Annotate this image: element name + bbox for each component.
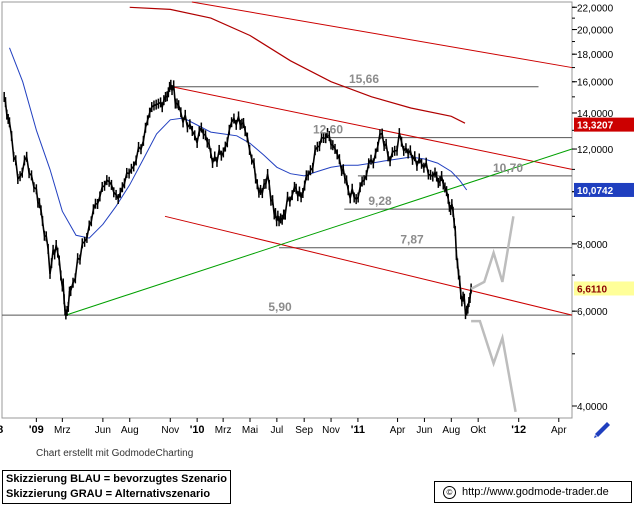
trend-line [171, 86, 573, 170]
x-tick-label: Apr [390, 425, 406, 436]
ma-short-value-label-box [574, 182, 634, 197]
level-label: 15,66 [349, 72, 379, 86]
x-tick-label: '08 [0, 424, 3, 436]
x-tick-label: Okt [470, 425, 486, 436]
plot-frame [1, 1, 573, 419]
trend-line [191, 1, 573, 69]
x-tick-label: Jun [416, 425, 432, 436]
y-tick-label: 6,0000 [577, 307, 608, 318]
x-tick-label: Mai [242, 425, 258, 436]
x-tick-label: '12 [511, 424, 526, 436]
x-tick-label: Aug [442, 425, 460, 436]
ma-short-value-label: 10,0742 [577, 186, 614, 197]
scenario-legend: Skizzierung BLAU = bevorzugtes Szenario … [2, 470, 231, 504]
x-tick-label: Aug [121, 425, 139, 436]
x-tick-label: Nov [322, 425, 340, 436]
pen-icon[interactable] [583, 414, 619, 444]
price-line [3, 82, 472, 318]
x-tick-label: Mrz [215, 425, 232, 436]
ma-long-value-label: 13,3207 [577, 121, 614, 132]
x-tick-label: Mrz [54, 425, 71, 436]
moving-average-long-line [129, 6, 466, 124]
y-tick-label: 16,0000 [577, 78, 614, 89]
chart-credit: Chart erstellt mit GodmodeCharting [36, 448, 194, 459]
copyright-icon: © [443, 485, 456, 499]
y-tick-label: 4,0000 [577, 402, 608, 413]
y-tick-label: 22,0000 [577, 3, 614, 14]
last-price-label: 6,6110 [577, 284, 607, 295]
y-tick-label: 14,0000 [577, 109, 614, 120]
last-price-label-box [574, 281, 634, 296]
x-tick-label: Sep [295, 425, 313, 436]
x-tick-label: '10 [190, 424, 205, 436]
level-label: 5,90 [268, 300, 292, 314]
y-tick-label: 8,0000 [577, 240, 608, 251]
x-tick-label: '11 [351, 424, 365, 436]
x-tick-label: Jul [270, 425, 283, 436]
level-label: 9,28 [368, 194, 392, 208]
y-tick-label: 12,0000 [577, 145, 614, 156]
trend-line [164, 215, 573, 316]
level-label: 7,87 [400, 233, 424, 247]
x-tick-label: Apr [551, 425, 567, 436]
level-label: 12,60 [313, 123, 343, 137]
x-tick-label: Nov [161, 425, 179, 436]
price-chart: 15,66 12,60 10,70 9,28 7,87 5,90 22,0000 20,00… [0, 1, 634, 444]
x-tick-label: '09 [29, 424, 44, 436]
trend-line [65, 148, 573, 316]
legend-gray-scenario: Skizzierung GRAU = Alternativszenario [6, 488, 211, 500]
website-link[interactable]: © http://www.godmode-trader.de [434, 481, 632, 503]
legend-blue-scenario: Skizzierung BLAU = bevorzugtes Szenario [6, 473, 227, 485]
y-tick-label: 18,0000 [577, 50, 614, 61]
ma-long-value-label-box [574, 117, 634, 132]
level-label: 10,70 [493, 161, 523, 175]
scenario-gray-sketch [471, 319, 517, 413]
website-url[interactable]: http://www.godmode-trader.de [462, 486, 609, 498]
x-tick-label: Jun [95, 425, 111, 436]
y-tick-label: 20,0000 [577, 26, 614, 37]
scenario-blue-sketch [470, 216, 515, 291]
